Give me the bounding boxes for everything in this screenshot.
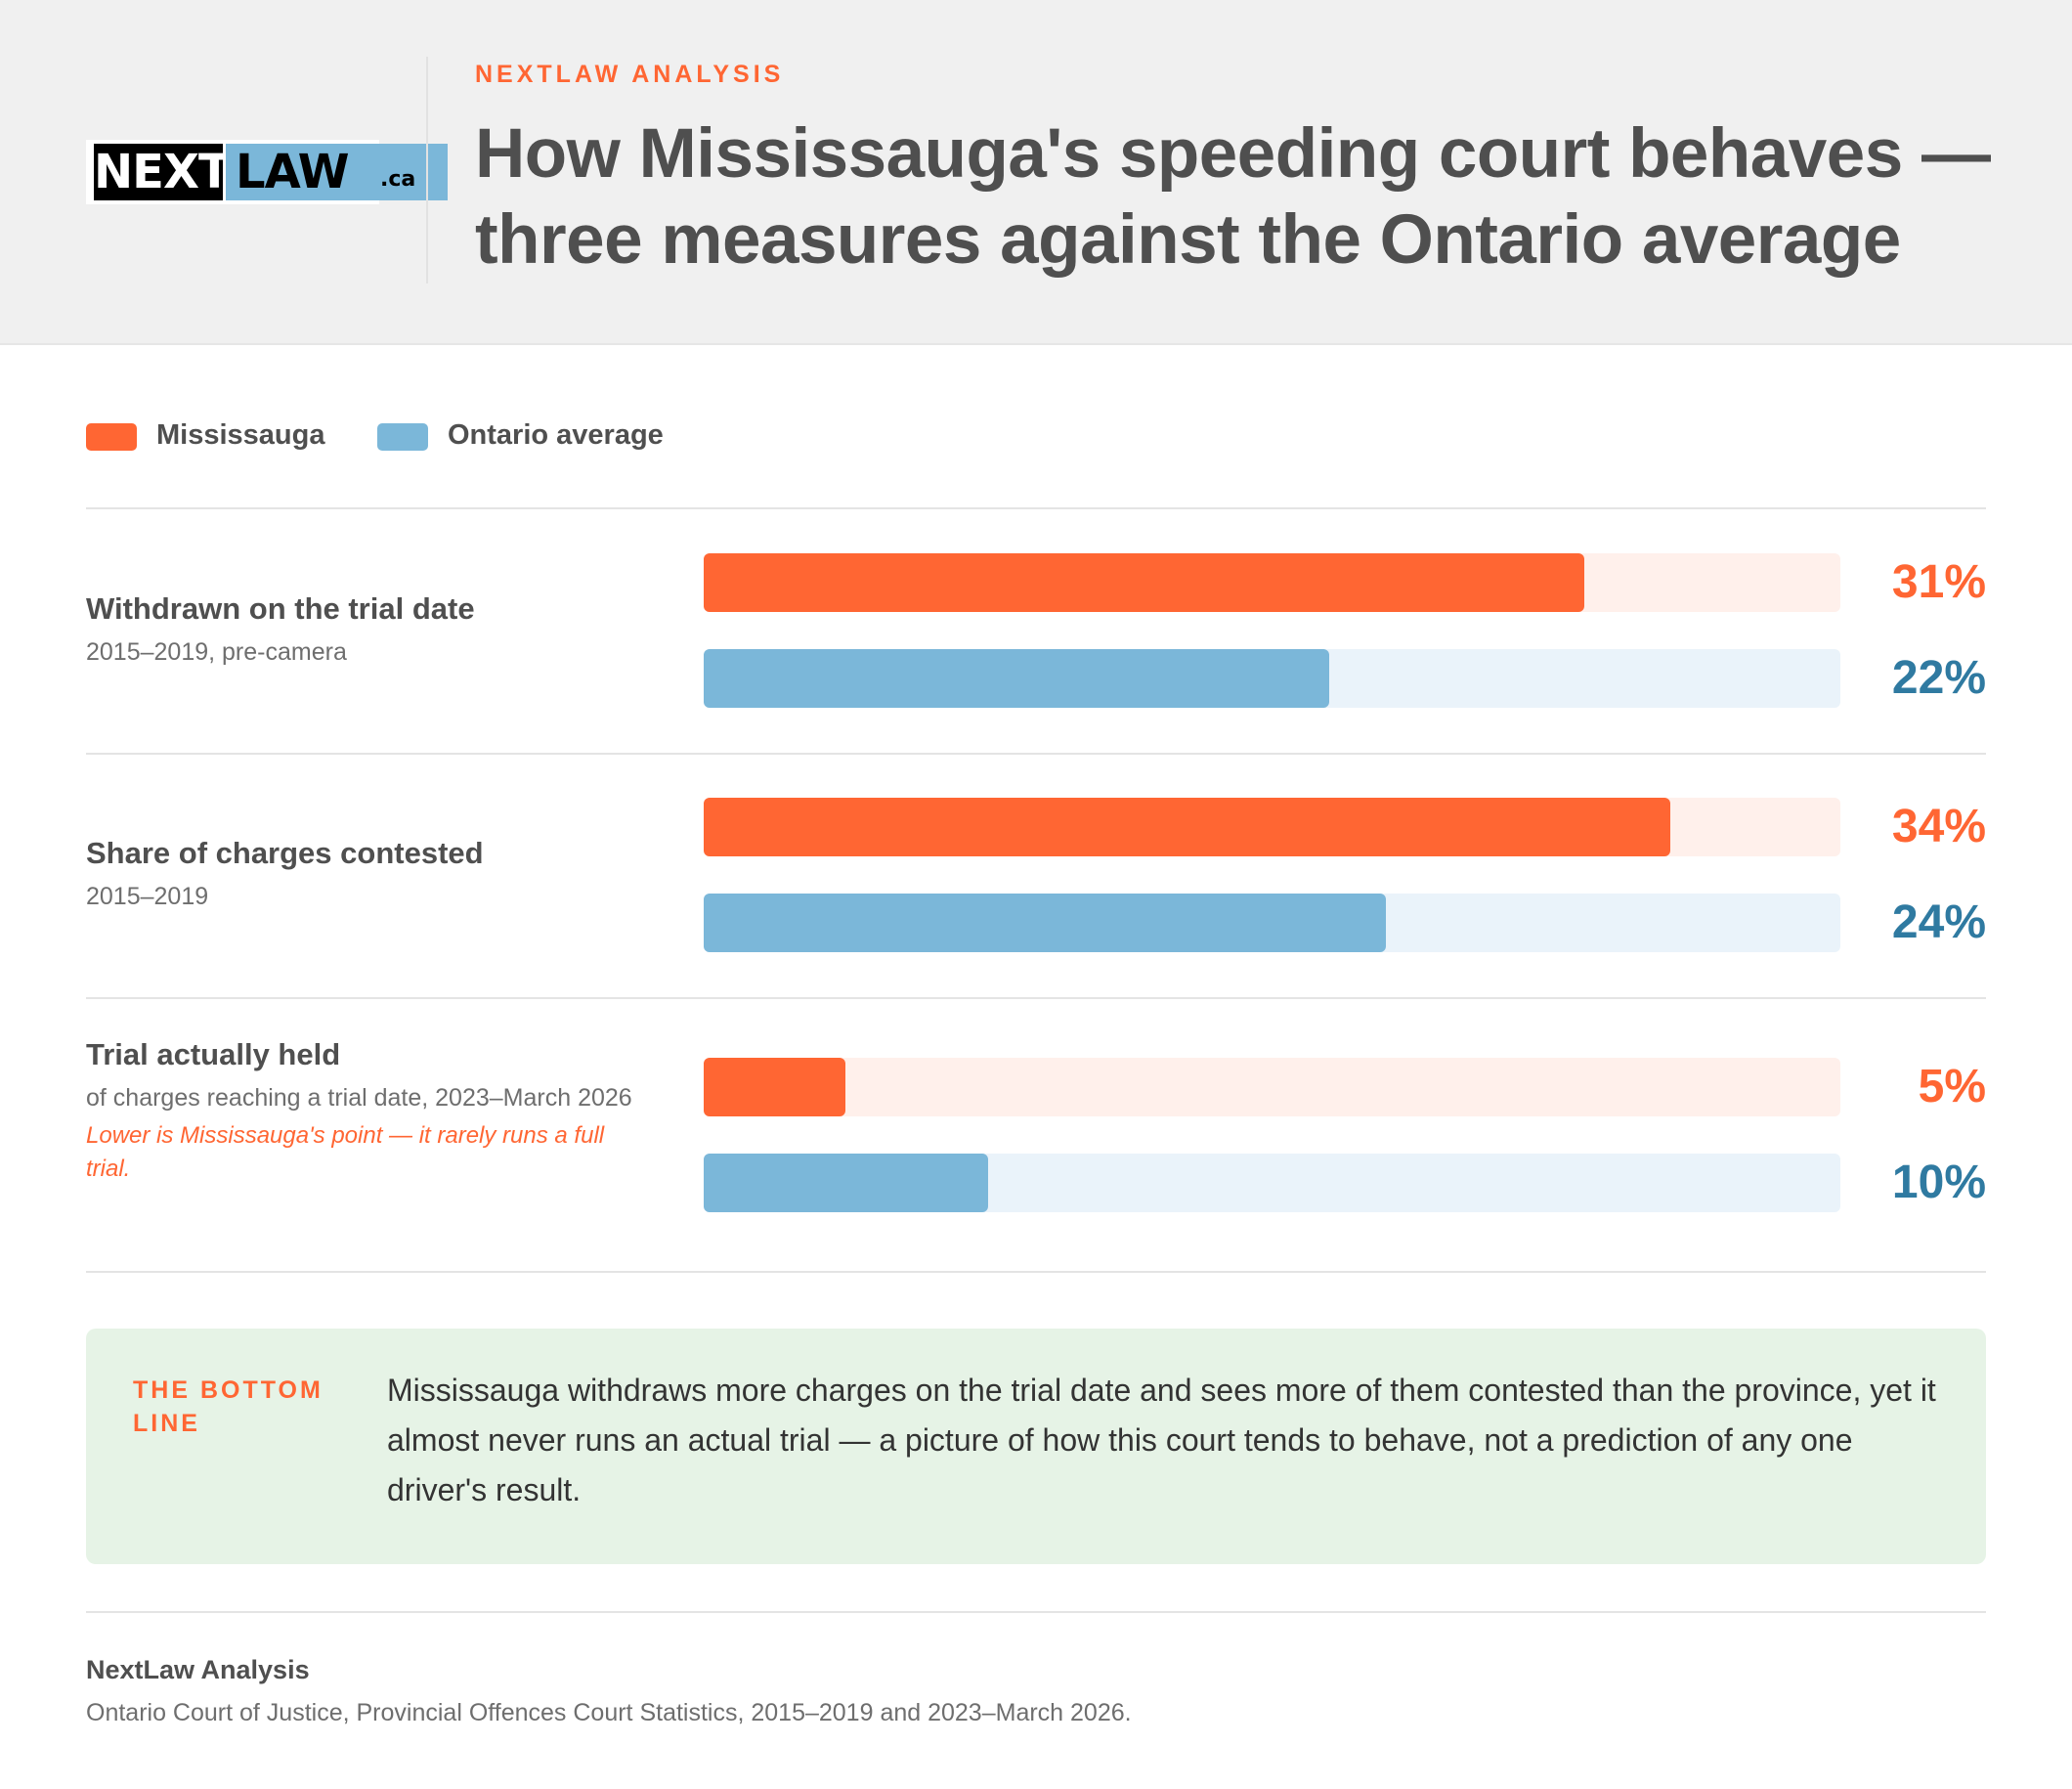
- bottom-line-label: THE BOTTOM LINE: [133, 1376, 324, 1437]
- value-ontario-trial-held: 10%: [1891, 1156, 1986, 1208]
- value-mississauga-contested: 34%: [1891, 801, 1986, 852]
- header-divider: [426, 57, 428, 284]
- bottom-line-text: Mississauga withdraws more charges on th…: [387, 1373, 1936, 1507]
- row-label-withdrawn: Withdrawn on the trial date 2015–2019, p…: [86, 589, 633, 672]
- row-subtitle: of charges reaching a trial date, 2023–M…: [86, 1084, 632, 1112]
- value-ontario-contested: 24%: [1891, 896, 1986, 948]
- row-title: Trial actually held: [86, 1037, 341, 1071]
- kicker: NEXTLAW ANALYSIS: [475, 61, 785, 88]
- legend-label-mississauga: Mississauga: [156, 419, 325, 451]
- bar-track-ontario: [704, 894, 1840, 952]
- bar-track-mississauga: [704, 1058, 1840, 1116]
- footer-title: NextLaw Analysis: [86, 1655, 310, 1684]
- row-label-trial-held: Trial actually held of charges reaching …: [86, 1035, 653, 1186]
- row-label-contested: Share of charges contested 2015–2019: [86, 834, 633, 916]
- divider: [86, 1271, 1986, 1273]
- row-title: Share of charges contested: [86, 836, 484, 870]
- bar-ontario-trial-held: [704, 1154, 988, 1212]
- value-mississauga-withdrawn: 31%: [1891, 556, 1986, 608]
- row-title: Withdrawn on the trial date: [86, 591, 475, 626]
- divider: [86, 753, 1986, 755]
- page-title: How Mississauga's speeding court behaves…: [475, 115, 1991, 279]
- bar-mississauga-trial-held: [704, 1058, 846, 1116]
- divider: [86, 507, 1986, 509]
- bar-mississauga-withdrawn: [704, 553, 1585, 612]
- legend-swatch-mississauga: [86, 423, 137, 451]
- bar-track-mississauga: [704, 553, 1840, 612]
- logo-law-block: LAW .ca: [226, 144, 448, 200]
- nextlaw-logo[interactable]: NEXT LAW .ca: [86, 140, 448, 204]
- bar-track-mississauga: [704, 798, 1840, 856]
- bar-track-ontario: [704, 1154, 1840, 1212]
- logo-ca-text: .ca: [380, 167, 416, 192]
- bottom-line-box: THE BOTTOM LINE Mississauga withdraws mo…: [86, 1329, 1986, 1564]
- bar-ontario-withdrawn: [704, 649, 1329, 708]
- header: NEXT LAW .ca NEXTLAW ANALYSIS How Missis…: [0, 0, 2072, 345]
- value-ontario-withdrawn: 22%: [1891, 652, 1986, 704]
- logo-law-text: LAW: [236, 145, 350, 199]
- row-subtitle: 2015–2019: [86, 883, 209, 910]
- row-note: Lower is Mississauga's point — it rarely…: [86, 1122, 605, 1182]
- legend-swatch-ontario: [377, 423, 428, 451]
- logo-next-text: NEXT: [94, 144, 231, 200]
- bar-track-ontario: [704, 649, 1840, 708]
- divider: [86, 1611, 1986, 1613]
- legend-label-ontario: Ontario average: [448, 419, 664, 451]
- divider: [86, 997, 1986, 999]
- source-note: Ontario Court of Justice, Provincial Off…: [86, 1699, 1132, 1726]
- bar-ontario-contested: [704, 894, 1386, 952]
- row-subtitle: 2015–2019, pre-camera: [86, 638, 347, 666]
- bar-mississauga-contested: [704, 798, 1670, 856]
- value-mississauga-trial-held: 5%: [1918, 1061, 1986, 1113]
